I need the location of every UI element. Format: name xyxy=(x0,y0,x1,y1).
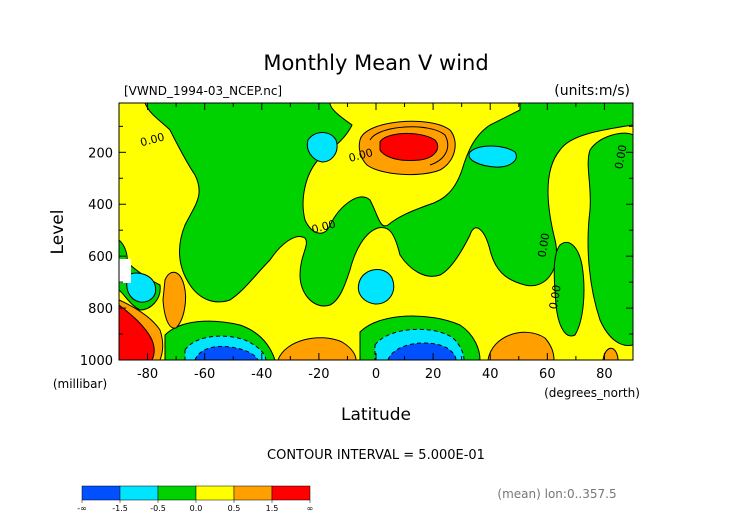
colorbar-swatch xyxy=(195,485,235,501)
contour-region-red-top xyxy=(379,132,439,161)
x-unit: (degrees_north) xyxy=(544,386,640,400)
colorbar-label: 0.5 xyxy=(228,504,241,513)
colorbar-swatch xyxy=(271,485,311,501)
x-axis-title: Latitude xyxy=(341,405,411,425)
y-tick-label: 1000 xyxy=(80,354,113,369)
colorbar-label: -1.5 xyxy=(112,504,128,513)
x-tick-label: 0 xyxy=(372,367,380,382)
contour-label: 0.00 xyxy=(347,146,374,165)
chart-subtitle-right: (units:m/s) xyxy=(554,83,630,99)
y-axis-title: Level xyxy=(48,210,68,255)
contour-label: 0.00 xyxy=(612,144,629,170)
x-tick-label: 80 xyxy=(596,367,613,382)
colorbar-swatch xyxy=(81,485,121,501)
contour-region-blue-equator xyxy=(387,342,457,360)
contour-label: 0.00 xyxy=(547,284,564,310)
colorbar-label: -∞ xyxy=(77,504,87,513)
x-tick-label: 20 xyxy=(425,367,442,382)
y-tick-label: 600 xyxy=(88,250,113,265)
colorbar-label: 0.0 xyxy=(190,504,203,513)
colorbar: -∞ -1.5 -0.5 0.0 0.5 1.5 ∞ xyxy=(77,485,314,513)
footer-note: (mean) lon:0..357.5 xyxy=(497,487,616,501)
colorbar-label: ∞ xyxy=(307,504,314,513)
contour-region-green-north xyxy=(587,132,633,347)
contour-labels: 0.00 0.00 0.00 0.00 0.00 0.00 xyxy=(139,130,630,310)
chart-title: Monthly Mean V wind xyxy=(263,51,488,75)
y-tick-label: 200 xyxy=(88,146,113,161)
y-unit: (millibar) xyxy=(53,377,107,391)
contour-label: 0.00 xyxy=(310,217,337,236)
contour-region-orange-left xyxy=(162,271,187,329)
x-tick-label: -20 xyxy=(308,367,329,382)
contour-region-cyan-3 xyxy=(357,269,395,305)
colorbar-swatch xyxy=(233,485,273,501)
plot-area xyxy=(119,103,633,360)
contour-region-cyan-4 xyxy=(126,272,157,303)
contour-region-cyan-1 xyxy=(306,132,338,163)
colorbar-swatch xyxy=(157,485,197,501)
contour-interval-text: CONTOUR INTERVAL = 5.000E-01 xyxy=(267,448,485,463)
contour-label: 0.00 xyxy=(139,130,166,149)
contour-region-cyan-2 xyxy=(468,145,517,168)
contour-label: 0.00 xyxy=(535,232,552,258)
y-tick-label: 800 xyxy=(88,302,113,317)
y-tick-label: 400 xyxy=(88,198,113,213)
x-axis: -80 -60 -40 -20 0 20 40 60 80 xyxy=(118,103,634,382)
contour-region-orange-north xyxy=(487,331,555,360)
chart-subtitle-left: [VWND_1994-03_NCEP.nc] xyxy=(124,84,282,98)
x-tick-label: 40 xyxy=(482,367,499,382)
contour-region-orange-south xyxy=(277,337,357,360)
colorbar-label: -0.5 xyxy=(150,504,166,513)
contour-region-orange-north-edge xyxy=(602,347,619,360)
x-tick-label: -40 xyxy=(251,367,272,382)
x-tick-label: -60 xyxy=(194,367,215,382)
colorbar-swatch xyxy=(119,485,159,501)
x-tick-label: 60 xyxy=(539,367,556,382)
contour-region-green-north-low xyxy=(553,241,585,337)
contour-region-red-sw xyxy=(119,304,155,360)
missing-data-patch xyxy=(119,259,131,283)
colorbar-label: 1.5 xyxy=(266,504,279,513)
x-tick-label: -80 xyxy=(137,367,158,382)
y-axis: 200 400 600 800 1000 xyxy=(80,125,633,369)
contour-region-blue-south xyxy=(194,345,259,360)
contour-line-top-inner xyxy=(369,126,449,166)
